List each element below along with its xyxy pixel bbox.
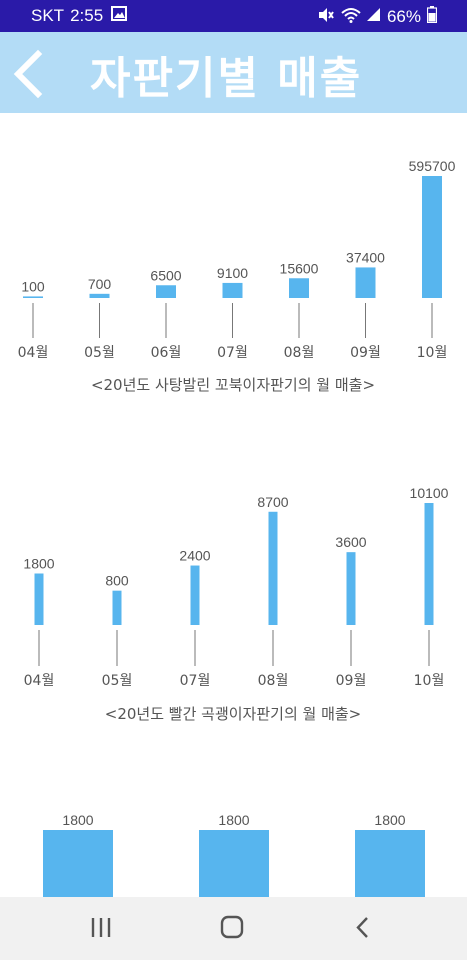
x-tick-label: 10월	[414, 673, 445, 689]
data-label: 1800	[218, 812, 249, 828]
bar	[43, 830, 113, 897]
bar	[34, 573, 44, 625]
bar	[346, 552, 356, 625]
data-label: 8700	[257, 494, 288, 510]
x-tick-label: 04월	[24, 673, 55, 689]
home-icon	[220, 915, 244, 939]
x-tick-label: 07월	[180, 673, 211, 689]
bar	[23, 296, 43, 298]
gallery-icon	[111, 6, 128, 26]
data-label: 2400	[179, 548, 210, 564]
mute-icon	[317, 7, 335, 28]
x-tick-label: 06월	[151, 345, 182, 361]
carrier-label: SKT	[31, 6, 65, 25]
x-tick-label: 05월	[102, 673, 133, 689]
nav-back-button[interactable]	[345, 911, 381, 945]
data-label: 15600	[280, 260, 319, 276]
x-tick-label: 04월	[18, 345, 49, 361]
data-label: 3600	[335, 534, 366, 550]
data-label: 9100	[217, 265, 248, 281]
bar	[268, 511, 278, 625]
signal-icon	[366, 7, 381, 27]
x-tick-label: 09월	[336, 673, 367, 689]
wifi-icon	[341, 7, 361, 28]
x-tick-label: 10월	[417, 345, 448, 361]
bar	[156, 285, 176, 298]
data-label: 800	[105, 573, 129, 589]
bar	[112, 590, 122, 625]
bar	[222, 282, 243, 298]
data-label: 6500	[150, 267, 181, 283]
bar	[355, 267, 376, 298]
bar	[190, 565, 200, 625]
status-bar: SKT 2:55	[0, 0, 467, 32]
app-bar: 자판기별 매출	[0, 32, 467, 113]
x-tick-label: 07월	[217, 345, 248, 361]
bar	[199, 830, 269, 897]
battery-icon	[426, 6, 438, 28]
charts-area: 100 04월 700 05월 6500 06월 9100 07월 15600 08월 37400 0…	[18, 158, 456, 897]
data-label: 100	[21, 278, 45, 294]
home-button[interactable]	[214, 911, 250, 945]
chart-caption: <20년도 사탕발린 꼬북이자판기의 월 매출>	[91, 376, 375, 394]
recent-apps-button[interactable]	[83, 911, 119, 945]
bar	[355, 830, 425, 897]
data-label: 10100	[410, 485, 449, 501]
bar	[89, 293, 110, 298]
status-time: 2:55	[70, 6, 104, 25]
bar	[424, 503, 434, 625]
status-left: SKT 2:55	[31, 6, 128, 26]
data-label: 700	[88, 276, 112, 292]
chevron-left-icon	[13, 49, 43, 99]
recent-apps-icon	[91, 918, 111, 937]
data-label: 595700	[409, 158, 456, 174]
back-icon	[356, 917, 368, 938]
x-tick-label: 09월	[350, 345, 381, 361]
back-button[interactable]	[6, 44, 58, 102]
x-tick-label: 08월	[258, 673, 289, 689]
page-title: 자판기별 매출	[90, 53, 363, 104]
navigation-bar	[0, 897, 467, 960]
x-tick-label: 08월	[284, 345, 315, 361]
data-label: 1800	[374, 812, 405, 828]
chart-caption: <20년도 빨간 곡괭이자판기의 월 매출>	[105, 705, 362, 723]
status-right: 66%	[317, 6, 438, 28]
battery-percent: 66%	[386, 7, 421, 26]
bar	[289, 278, 309, 298]
x-tick-label: 05월	[84, 345, 115, 361]
data-label: 37400	[346, 249, 385, 265]
bar	[422, 176, 442, 298]
data-label: 1800	[62, 812, 93, 828]
data-label: 1800	[23, 555, 54, 571]
